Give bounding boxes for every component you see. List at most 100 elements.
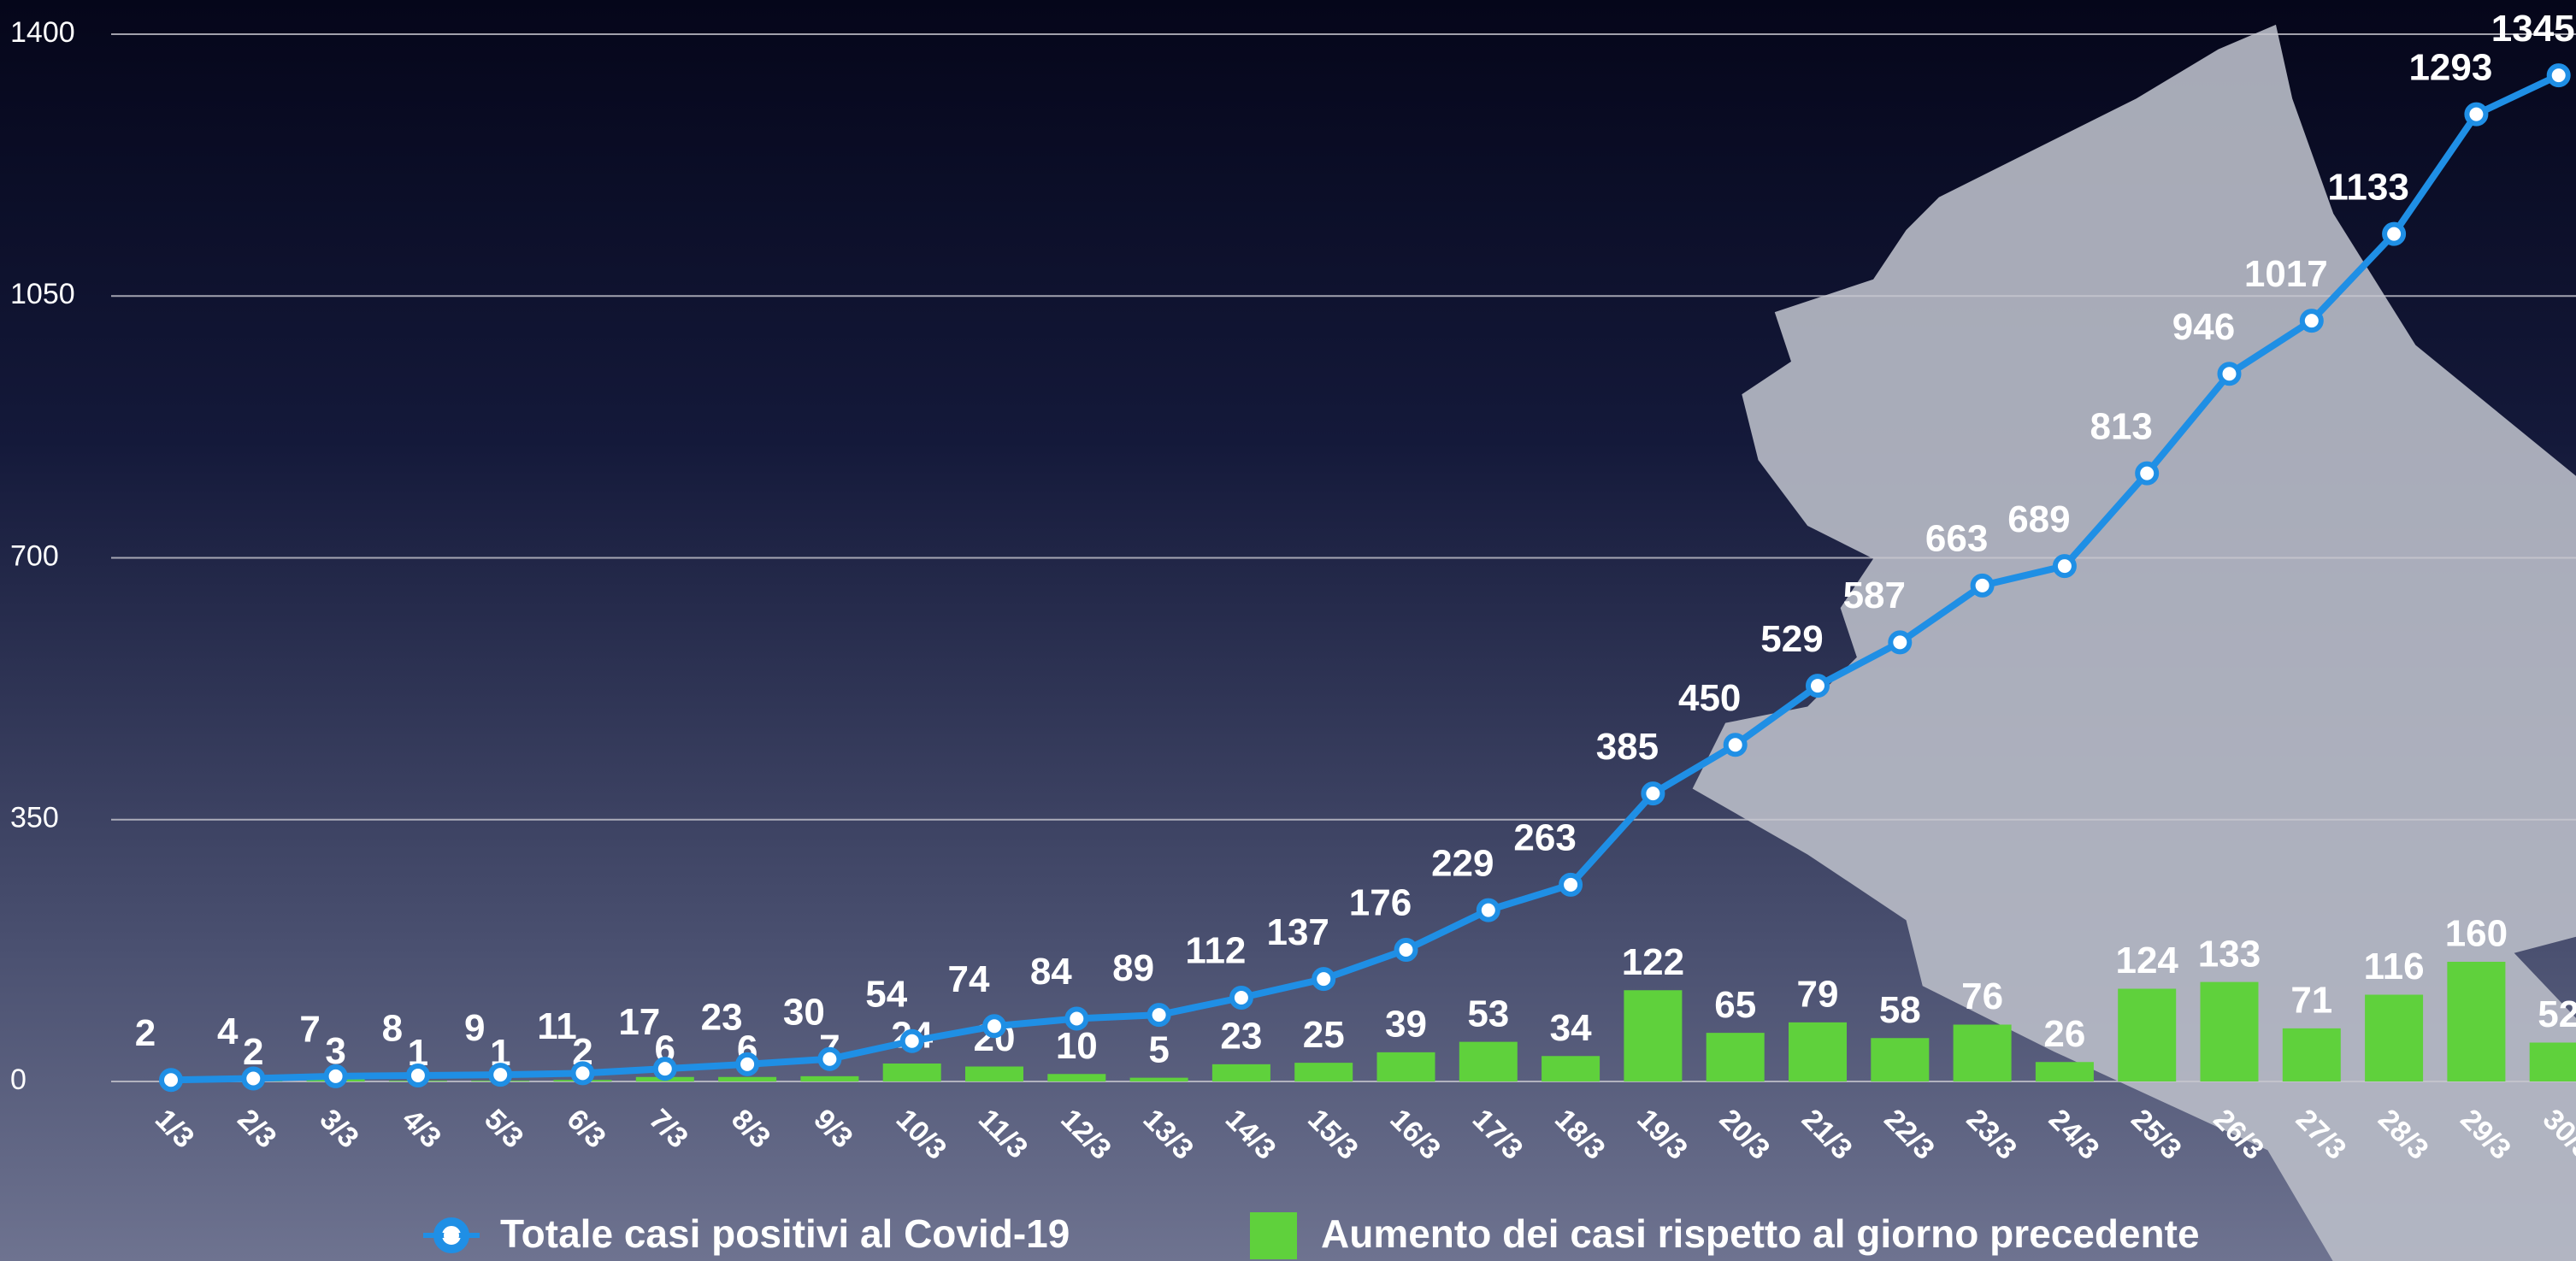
legend-dot [444, 1228, 459, 1243]
bar-value-label: 76 [1961, 975, 2003, 1017]
line-value-label: 17 [618, 1001, 660, 1043]
line-point [241, 1066, 266, 1091]
line-value-label: 2 [135, 1012, 156, 1054]
bar [1624, 990, 1683, 1081]
line-point [2382, 221, 2407, 246]
bar [1211, 1064, 1270, 1081]
bar [1459, 1041, 1518, 1081]
bar [965, 1066, 1023, 1081]
bar [2365, 994, 2424, 1081]
line-value-label: 263 [1513, 817, 1576, 859]
bar-value-label: 160 [2445, 913, 2508, 955]
line-value-label: 587 [1843, 575, 1906, 616]
line-value-label: 1133 [2327, 166, 2408, 208]
bar [1706, 1033, 1765, 1081]
bar-value-label: 124 [2115, 940, 2178, 981]
line-point [405, 1064, 430, 1087]
line-point [1476, 898, 1500, 922]
bar [1047, 1074, 1106, 1081]
bar [2035, 1062, 2094, 1081]
line-value-label: 9 [464, 1007, 485, 1049]
line-value-label: 385 [1596, 726, 1659, 768]
y-tick-label: 1050 [10, 278, 75, 310]
bar-value-label: 53 [1467, 993, 1509, 1034]
legend-label: Totale casi positivi al Covid-19 [500, 1211, 1070, 1256]
map-shape [1692, 24, 2576, 1261]
y-tick-label: 700 [10, 539, 59, 572]
line-point [1147, 1003, 1171, 1028]
bar-value-label: 25 [1303, 1014, 1345, 1056]
bar [1953, 1024, 2012, 1081]
line-point [1559, 872, 1583, 897]
line-value-label: 137 [1266, 911, 1329, 953]
line-value-label: 813 [2090, 405, 2152, 447]
bar [2282, 1028, 2341, 1081]
bar-value-label: 65 [1714, 984, 1756, 1026]
line-point [1806, 674, 1830, 698]
bar-value-label: 10 [1056, 1025, 1098, 1067]
bar-value-label: 23 [1220, 1016, 1262, 1058]
line-value-label: 7 [299, 1009, 320, 1051]
line-point [652, 1057, 677, 1081]
legend-bar-marker [1250, 1212, 1297, 1259]
bar-value-label: 58 [1879, 989, 1921, 1031]
bar [2529, 1042, 2576, 1081]
line-value-label: 689 [2007, 498, 2070, 540]
line-point [899, 1028, 924, 1053]
line-value-label: 11 [537, 1005, 577, 1047]
bar-value-label: 122 [1622, 941, 1684, 983]
bar [1871, 1038, 1930, 1081]
line-point [488, 1063, 513, 1087]
bar-value-label: 71 [2290, 980, 2332, 1022]
line-point [817, 1046, 842, 1071]
bar-value-label: 52 [2538, 993, 2576, 1035]
y-tick-label: 350 [10, 802, 59, 834]
line-value-label: 663 [1925, 518, 1988, 560]
line-point [570, 1061, 595, 1086]
line-point [735, 1052, 760, 1076]
legend: Totale casi positivi al Covid-19 Aumento… [423, 1211, 2200, 1259]
bar [1294, 1063, 1353, 1081]
line-value-label: 229 [1431, 842, 1494, 884]
line-point [2217, 362, 2242, 386]
line-value-label: 1345 [2491, 8, 2575, 50]
line-point [982, 1014, 1006, 1039]
line-point [1064, 1006, 1089, 1031]
bar [718, 1076, 777, 1081]
bar-value-label: 133 [2198, 933, 2261, 975]
bar [1129, 1077, 1188, 1081]
line-point [1970, 573, 1995, 598]
line-point [2546, 63, 2571, 88]
bar [2447, 962, 2506, 1081]
bar [800, 1075, 859, 1081]
line-value-label: 89 [1112, 947, 1154, 989]
line-value-label: 1293 [2408, 46, 2492, 88]
y-tick-label: 1400 [10, 16, 75, 49]
line-value-label: 450 [1678, 677, 1741, 719]
y-tick-label: 0 [10, 1064, 27, 1096]
line [170, 72, 2561, 1084]
line-point [2052, 554, 2077, 579]
line-point [2135, 461, 2160, 486]
bar [1541, 1056, 1600, 1081]
line-point [159, 1068, 183, 1093]
line-point [1312, 967, 1336, 992]
bar [2200, 981, 2259, 1081]
line-value-label: 8 [382, 1008, 403, 1050]
bar-value-label: 79 [1797, 974, 1839, 1016]
line-value-label: 4 [217, 1011, 239, 1052]
line-point [1394, 938, 1418, 962]
line-value-label: 946 [2172, 306, 2235, 348]
line-value-label: 84 [1030, 951, 1072, 993]
bar [1789, 1022, 1847, 1081]
bar-value-label: 5 [1148, 1028, 1169, 1070]
line-value-label: 54 [865, 973, 907, 1015]
line-value-label: 176 [1349, 882, 1412, 924]
bar [2118, 988, 2177, 1081]
bar [1376, 1052, 1435, 1081]
line-point [2464, 102, 2489, 127]
line-value-label: 74 [948, 958, 990, 1000]
line-value-label: 30 [783, 991, 825, 1033]
line-point [1723, 733, 1748, 757]
